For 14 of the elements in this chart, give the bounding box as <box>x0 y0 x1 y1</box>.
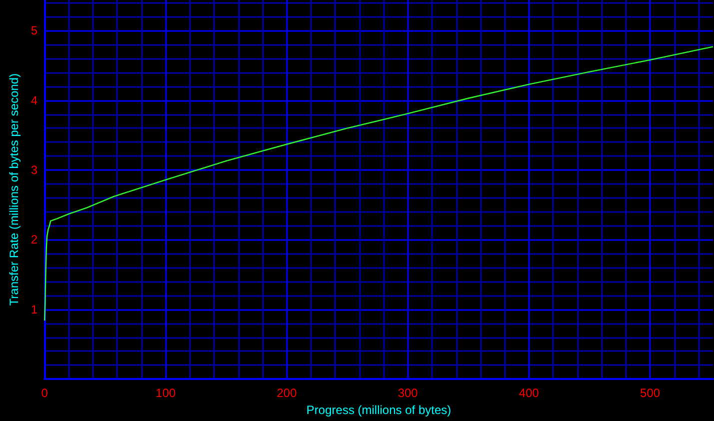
y-tick-label: 5 <box>30 24 38 38</box>
y-tick-label: 4 <box>30 93 38 108</box>
y-tick-label: 3 <box>30 163 38 178</box>
x-tick-label: 0 <box>41 386 48 400</box>
y-tick-label: 1 <box>30 302 38 316</box>
x-tick-label: 200 <box>276 386 298 400</box>
x-tick-label: 300 <box>398 386 418 400</box>
y-axis-title: Transfer Rate (millions of bytes per second) <box>7 73 21 306</box>
x-tick-label: 500 <box>640 386 660 400</box>
x-axis-title: Progress (millions of bytes) <box>306 403 452 417</box>
y-tick-label: 2 <box>30 232 38 247</box>
line-series <box>44 46 714 322</box>
x-tick-label: 400 <box>518 386 540 400</box>
x-tick-label: 100 <box>156 386 176 400</box>
